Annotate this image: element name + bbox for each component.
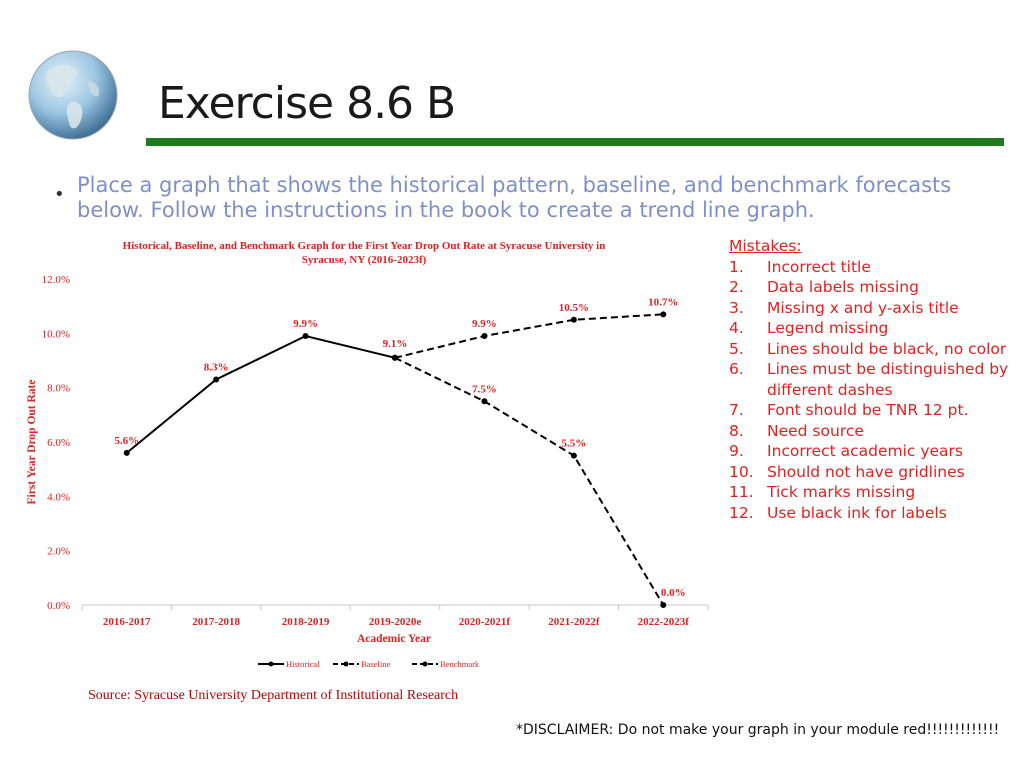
title-divider — [146, 138, 1004, 146]
series-line-benchmark — [394, 313, 664, 359]
mistake-number: 12. — [729, 503, 754, 522]
mistake-item: 9. Incorrect academic years — [729, 441, 1024, 462]
mistake-text: Missing x and y-axis title — [767, 298, 959, 317]
data-point-baseline — [481, 398, 488, 405]
mistake-text: Legend missing — [767, 319, 889, 337]
mistake-item: 6. Lines must be distinguished by differe… — [729, 359, 1024, 400]
mistake-number: 3. — [729, 298, 744, 317]
y-tick-label: 4.0% — [47, 491, 70, 503]
mistake-number: 7. — [729, 401, 744, 419]
x-tick-label: 2022-2023f — [638, 616, 690, 628]
data-label: 8.3% — [204, 362, 229, 374]
bullet-icon: • — [54, 184, 65, 205]
data-label: 7.5% — [472, 383, 497, 395]
mistake-text: Incorrect title — [767, 257, 871, 276]
x-tick-label: 2017-2018 — [192, 616, 240, 628]
legend-marker-benchmark — [422, 661, 428, 667]
data-point-benchmark — [570, 316, 577, 323]
y-tick-label: 10.0% — [42, 328, 70, 340]
mistake-text: Use black ink for labels — [767, 503, 947, 522]
mistake-number: 2. — [729, 278, 744, 296]
data-point-historical — [213, 376, 220, 383]
legend-label: Benchmark — [440, 659, 480, 669]
legend-label: Baseline — [361, 659, 390, 669]
data-label: 9.9% — [293, 318, 318, 330]
mistake-number: 5. — [729, 339, 744, 358]
mistake-item: 3. Missing x and y-axis title — [729, 298, 1024, 319]
y-axis-title: First Year Drop Out Rate — [26, 380, 38, 505]
mistake-number: 10. — [729, 462, 754, 481]
mistake-item: 5. Lines should be black, no color — [729, 339, 1024, 360]
mistakes-heading: Mistakes: — [729, 237, 802, 255]
mistake-text: Should not have gridlines — [767, 462, 965, 481]
series-line-historical — [126, 334, 396, 454]
mistake-text: Data labels missing — [767, 278, 919, 296]
mistake-item: 4. Legend missing — [729, 318, 1024, 339]
data-label: 10.7% — [648, 296, 678, 308]
mistake-item: 10. Should not have gridlines — [729, 462, 1024, 483]
mistake-number: 4. — [729, 319, 744, 337]
x-tick-label: 2021-2022f — [548, 616, 600, 628]
data-point-benchmark — [392, 354, 398, 361]
data-label: 9.1% — [383, 338, 408, 350]
series-line-baseline — [394, 356, 665, 606]
mistake-text: Incorrect academic years — [767, 442, 963, 460]
mistake-item: 12. Use black ink for labels — [729, 503, 1024, 524]
disclaimer-note: *DISCLAIMER: Do not make your graph in y… — [516, 722, 1000, 738]
data-point-historical — [123, 449, 130, 456]
mistake-text: Lines should be black, no color — [767, 339, 1007, 358]
y-tick-label: 8.0% — [47, 383, 70, 395]
mistake-number: 11. — [729, 483, 754, 501]
trend-line-chart: Historical, Baseline, and Benchmark Grap… — [26, 240, 709, 669]
x-tick-label: 2016-2017 — [103, 616, 151, 628]
page-title: Exercise 8.6 B — [158, 78, 456, 129]
globe-logo-icon — [18, 40, 128, 150]
legend-label: Historical — [286, 659, 320, 669]
mistake-text: Need source — [767, 421, 864, 440]
x-tick-label: 2020-2021f — [459, 616, 511, 628]
data-point-baseline — [660, 602, 667, 608]
mistake-number: 6. — [729, 360, 744, 378]
x-tick-label: 2019-2020e — [369, 616, 422, 628]
mistakes-panel: Mistakes: 1. Incorrect title 2. Data labels… — [729, 236, 1024, 523]
mistake-number: 1. — [729, 257, 744, 276]
data-label: 10.5% — [559, 302, 589, 314]
mistake-item: 7. Font should be TNR 12 pt. — [729, 400, 1024, 421]
data-label: 5.6% — [114, 435, 139, 447]
data-label: 5.5% — [561, 438, 586, 450]
data-label: 9.9% — [472, 318, 497, 330]
mistake-item: 8. Need source — [729, 421, 1024, 442]
y-tick-label: 2.0% — [47, 546, 70, 558]
mistake-text: Font should be TNR 12 pt. — [767, 401, 969, 419]
y-tick-label: 12.0% — [42, 274, 70, 286]
mistake-number: 9. — [729, 442, 744, 460]
legend-marker-historical — [268, 661, 274, 667]
mistake-number: 8. — [729, 421, 744, 440]
chart-title-line1: Historical, Baseline, and Benchmark Grap… — [123, 240, 606, 252]
y-tick-label: 6.0% — [47, 437, 70, 449]
data-point-benchmark — [481, 333, 488, 340]
instruction-text: Place a graph that shows the historical … — [77, 173, 952, 222]
legend-marker-baseline — [343, 661, 349, 667]
mistakes-list: 1. Incorrect title 2. Data labels missing 3.… — [729, 257, 1024, 524]
x-axis-title: Academic Year — [357, 633, 431, 645]
data-point-baseline — [570, 452, 577, 459]
mistake-item: 11. Tick marks missing — [729, 482, 1024, 503]
data-point-historical — [302, 333, 309, 340]
mistake-text: Tick marks missing — [767, 483, 916, 501]
source-note: Source: Syracuse University Department o… — [88, 688, 459, 703]
x-tick-label: 2018-2019 — [282, 616, 330, 628]
data-label: 0.0% — [661, 587, 686, 599]
data-point-benchmark — [660, 311, 667, 318]
mistake-item: 1. Incorrect title — [729, 257, 1024, 278]
mistake-text: Lines must be distinguished by different… — [767, 360, 1009, 399]
chart-title-line2: Syracuse, NY (2016-2023f) — [302, 254, 427, 266]
mistake-item: 2. Data labels missing — [729, 277, 1024, 298]
y-tick-label: 0.0% — [47, 600, 70, 612]
